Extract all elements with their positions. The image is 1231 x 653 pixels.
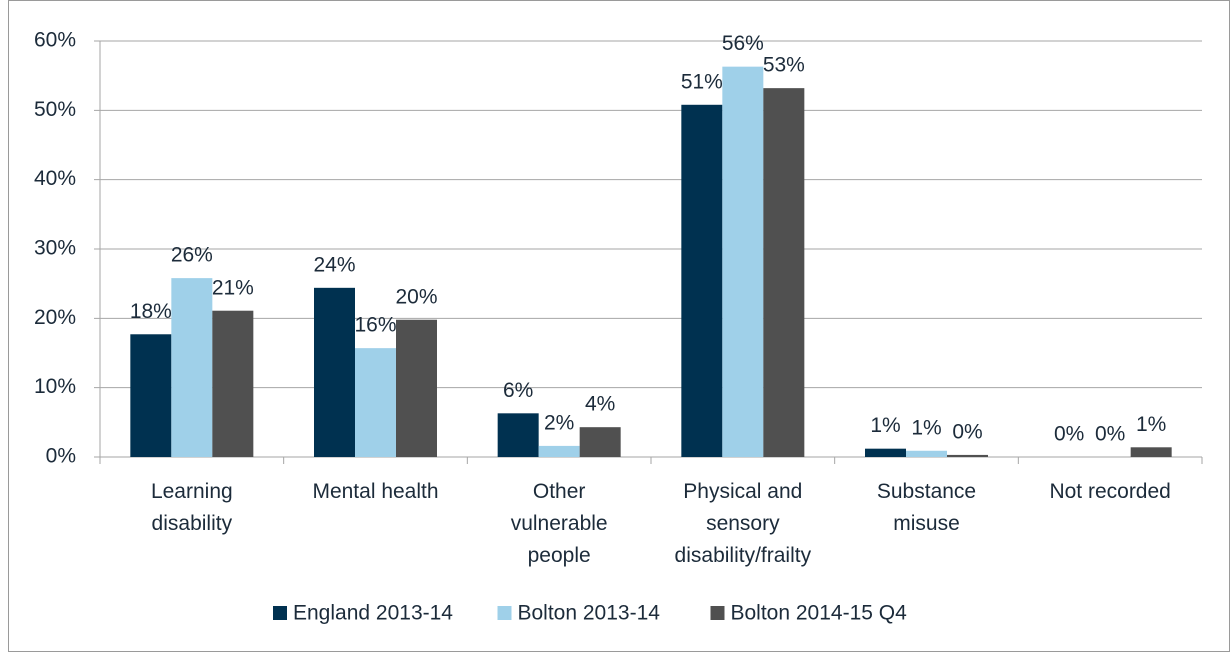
value-label: 24% — [313, 253, 355, 276]
legend-label: Bolton 2014-15 Q4 — [731, 602, 908, 625]
value-label: 26% — [171, 244, 213, 267]
x-tick-label: Physical and sensory disability/frailty — [674, 480, 812, 567]
legend-swatch — [710, 606, 725, 620]
chart-border — [8, 0, 1230, 652]
bar — [396, 319, 437, 457]
bar — [130, 334, 172, 457]
bar — [947, 454, 988, 457]
bar — [212, 310, 254, 457]
y-tick-label: 60% — [34, 29, 76, 52]
value-label: 56% — [722, 32, 764, 55]
bar — [497, 413, 539, 457]
value-label: 0% — [1095, 423, 1125, 446]
value-label: 16% — [354, 314, 396, 337]
y-tick-label: 0% — [46, 445, 76, 468]
value-label: 51% — [681, 70, 723, 93]
bar — [355, 348, 396, 457]
y-tick-label: 10% — [34, 375, 76, 398]
value-label: 1% — [911, 416, 941, 439]
value-label: 20% — [395, 285, 437, 308]
bar — [763, 88, 805, 457]
y-tick-label: 20% — [34, 306, 76, 329]
bar — [906, 450, 947, 457]
x-tick-label: Not recorded — [1049, 480, 1171, 503]
legend-label: Bolton 2013-14 — [518, 602, 661, 625]
value-label: 2% — [544, 411, 574, 434]
x-tick-label: Mental health — [312, 480, 439, 503]
x-tick-label: Other vulnerable people — [510, 480, 608, 567]
bar — [314, 287, 355, 457]
bar — [1130, 447, 1172, 457]
value-label: 0% — [952, 420, 982, 443]
value-label: 21% — [212, 276, 254, 299]
value-label: 18% — [130, 300, 172, 323]
legend-label: England 2013-14 — [293, 602, 453, 625]
value-label: 6% — [503, 379, 533, 402]
x-tick-label: Substance misuse — [876, 480, 977, 535]
bar — [865, 448, 906, 457]
legend-swatch — [497, 606, 512, 620]
y-tick-label: 40% — [34, 167, 76, 190]
value-label: 4% — [585, 393, 615, 416]
y-tick-label: 30% — [34, 237, 76, 260]
bar — [538, 445, 580, 457]
legend-swatch — [273, 606, 287, 620]
value-label: 1% — [1136, 413, 1166, 436]
bar — [681, 104, 723, 457]
value-label: 1% — [870, 414, 900, 437]
y-tick-label: 50% — [34, 98, 76, 121]
bar — [722, 66, 764, 458]
x-tick-label: Learning disability — [150, 480, 233, 535]
value-label: 53% — [763, 54, 805, 77]
bar — [579, 427, 621, 457]
value-label: 0% — [1054, 423, 1084, 446]
bar — [171, 278, 213, 457]
